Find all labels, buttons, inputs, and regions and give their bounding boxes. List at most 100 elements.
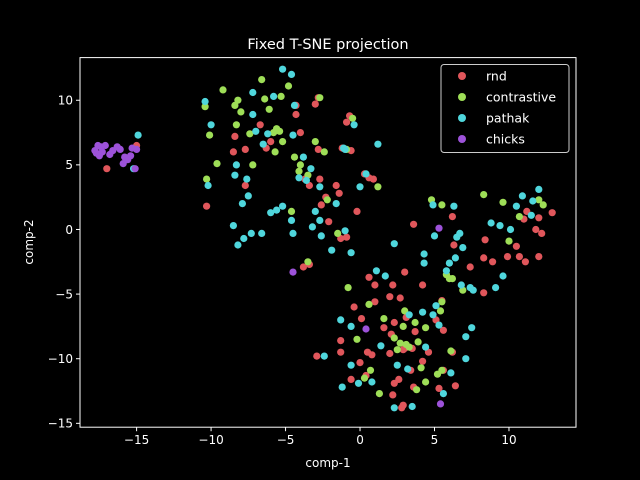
- point-contrastive: [316, 94, 324, 102]
- point-pathak: [290, 101, 299, 109]
- point-rnd: [439, 326, 447, 334]
- point-rnd: [311, 100, 319, 108]
- point-pathak: [134, 131, 142, 139]
- point-chicks: [131, 165, 139, 173]
- point-contrastive: [261, 95, 269, 103]
- point-rnd: [395, 375, 403, 383]
- point-contrastive: [535, 196, 543, 204]
- point-pathak: [468, 324, 476, 332]
- point-contrastive: [436, 307, 445, 315]
- point-rnd: [316, 175, 324, 183]
- point-contrastive: [422, 378, 430, 386]
- point-rnd: [314, 145, 322, 153]
- point-pathak: [320, 352, 328, 360]
- legend-item-pathak: pathak: [458, 111, 530, 126]
- point-contrastive: [438, 298, 446, 306]
- point-pathak: [393, 361, 401, 369]
- point-rnd: [229, 148, 237, 156]
- point-pathak: [341, 227, 349, 235]
- point-rnd: [371, 298, 379, 306]
- legend-label: rnd: [486, 69, 507, 84]
- legend-item-contrastive: contrastive: [458, 90, 556, 105]
- point-pathak: [316, 216, 324, 224]
- point-pathak: [328, 246, 336, 254]
- point-contrastive: [414, 338, 422, 346]
- point-contrastive: [249, 161, 257, 169]
- point-rnd: [241, 145, 249, 153]
- point-pathak: [232, 161, 240, 169]
- data-points: [91, 65, 556, 412]
- point-pathak: [372, 267, 380, 275]
- point-contrastive: [265, 105, 273, 113]
- point-contrastive: [365, 300, 373, 308]
- x-tick-label: −10: [198, 433, 223, 447]
- legend-box: [440, 64, 570, 153]
- point-rnd: [365, 273, 373, 281]
- point-rnd: [396, 294, 404, 302]
- point-rnd: [386, 349, 394, 358]
- x-tick-label: 0: [356, 433, 364, 447]
- point-contrastive: [422, 324, 430, 332]
- point-contrastive: [374, 183, 382, 191]
- point-contrastive: [231, 101, 239, 109]
- point-contrastive: [232, 121, 240, 129]
- point-pathak: [377, 342, 385, 350]
- point-contrastive: [375, 390, 383, 398]
- point-rnd: [292, 110, 300, 119]
- point-rnd: [450, 241, 458, 249]
- point-pathak: [287, 216, 296, 224]
- point-rnd: [399, 401, 407, 409]
- point-pathak: [338, 383, 346, 391]
- point-contrastive: [505, 237, 513, 245]
- point-pathak: [247, 229, 255, 237]
- point-pathak: [258, 229, 266, 237]
- point-rnd: [535, 253, 543, 261]
- point-rnd: [317, 201, 325, 209]
- point-contrastive: [304, 258, 312, 266]
- point-pathak: [249, 110, 257, 119]
- point-rnd: [535, 214, 543, 222]
- point-chicks: [98, 148, 106, 156]
- point-chicks: [119, 160, 127, 168]
- point-pathak: [462, 333, 470, 341]
- point-contrastive: [287, 207, 296, 215]
- point-rnd: [241, 181, 249, 190]
- point-pathak: [499, 272, 507, 280]
- point-rnd: [337, 337, 345, 345]
- x-tick-label: −5: [277, 433, 295, 447]
- point-pathak: [496, 222, 504, 230]
- point-rnd: [410, 220, 418, 228]
- point-pathak: [249, 88, 257, 97]
- point-rnd: [350, 303, 358, 311]
- point-chicks: [362, 325, 370, 333]
- point-contrastive: [201, 103, 209, 111]
- point-rnd: [480, 254, 488, 262]
- y-axis-label: comp-2: [22, 219, 36, 264]
- legend-item-rnd: rnd: [458, 69, 507, 84]
- point-pathak: [462, 355, 470, 363]
- point-contrastive: [445, 275, 453, 283]
- point-pathak: [289, 131, 297, 139]
- point-pathak: [381, 272, 389, 280]
- point-pathak: [354, 379, 363, 387]
- point-contrastive: [515, 213, 524, 221]
- legend-marker: [458, 135, 466, 143]
- legend-label: contrastive: [486, 90, 556, 105]
- point-pathak: [302, 176, 310, 184]
- x-tick-label: 5: [431, 433, 439, 447]
- point-contrastive: [237, 108, 245, 116]
- point-pathak: [451, 254, 459, 262]
- y-tick-label: −10: [48, 352, 73, 366]
- point-rnd: [103, 165, 111, 173]
- point-contrastive: [349, 114, 357, 122]
- point-contrastive: [417, 364, 425, 372]
- point-rnd: [332, 181, 340, 190]
- legend-marker: [458, 93, 466, 101]
- point-rnd: [368, 351, 376, 359]
- point-pathak: [317, 232, 325, 240]
- point-pathak: [252, 127, 260, 135]
- point-pathak: [459, 244, 467, 252]
- point-rnd: [419, 281, 427, 289]
- x-tick-label: −15: [124, 433, 149, 447]
- x-axis: −15 −10 −5 0 5 10: [124, 427, 517, 447]
